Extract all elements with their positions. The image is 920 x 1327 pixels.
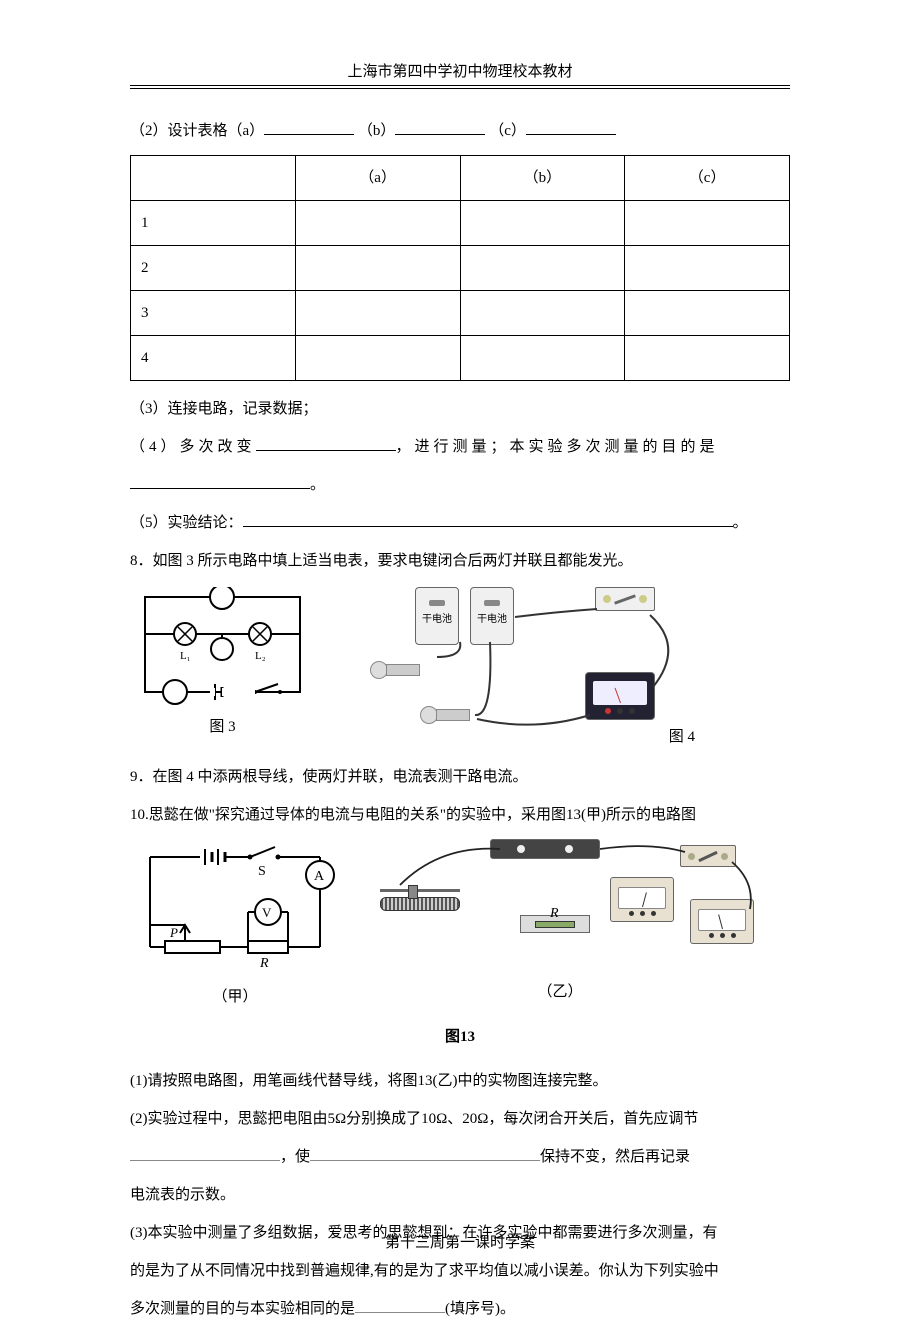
q4-end: 。 — [310, 477, 325, 493]
blank-b — [395, 121, 485, 135]
q10-line: 10.思懿在做"探究通过导体的电流与电阻的关系"的实验中，采用图13(甲)所示的… — [130, 797, 790, 833]
a-label: A — [314, 869, 325, 884]
col-a: （a） — [295, 156, 460, 201]
col-b: （b） — [460, 156, 625, 201]
row-4: 4 — [131, 336, 296, 381]
jia-sub: （甲） — [212, 979, 257, 1015]
row-3: 3 — [131, 291, 296, 336]
q10-1: (1)请按照电路图，用笔画线代替导线，将图13(乙)中的实物图连接完整。 — [130, 1063, 790, 1099]
q4-line1: （4）多次改变 ，进行测量；本实验多次测量的目的是 — [130, 429, 790, 465]
q3-line: （3）连接电路，记录数据； — [130, 391, 790, 427]
fig13-caption: 图13 — [130, 1019, 790, 1055]
q9-line: 9．在图 4 中添两根导线，使两灯并联，电流表测干路电流。 — [130, 759, 790, 795]
q10-3b: (填序号)。 — [445, 1301, 515, 1317]
p-label: P — [169, 925, 178, 940]
fig13-row: S A P R V （ — [130, 837, 790, 1015]
yi-r-label: R — [550, 897, 559, 931]
q2-prefix: （2）设计表格（a） — [130, 123, 264, 139]
q10-3a: 多次测量的目的与本实验相同的是 — [130, 1301, 355, 1317]
fig3-box: L₁ L₂ — [130, 587, 315, 745]
blank-c — [526, 121, 616, 135]
q10-3-line3: 多次测量的目的与本实验相同的是 (填序号)。 — [130, 1291, 790, 1327]
q10-2-line1: (2)实验过程中，思懿把电阻由5Ω分别换成了10Ω、20Ω，每次闭合开关后，首先… — [130, 1101, 790, 1137]
battery-2-label: 干电池 — [477, 608, 507, 632]
q10-2-line2: ，使 保持不变，然后再记录 — [130, 1139, 790, 1175]
q10-2-end: 保持不变，然后再记录 — [540, 1149, 690, 1165]
blank-q4-2 — [130, 475, 310, 489]
s-label: S — [258, 864, 266, 879]
page-footer: 第十三周第一课时学案 — [0, 1231, 920, 1252]
fig4-box: 干电池 干电池 — [355, 587, 705, 755]
q4-a: （4）多次改变 — [130, 439, 256, 455]
q4-line2: 。 — [130, 467, 790, 503]
q10-2-mid: ，使 — [280, 1149, 310, 1165]
design-table: （a） （b） （c） 1 2 3 4 — [130, 155, 790, 381]
q2-b: （b） — [358, 123, 396, 139]
battery-1-label: 干电池 — [422, 608, 452, 632]
q2-line: （2）设计表格（a） （b） （c） — [130, 113, 790, 149]
yi-sub: （乙） — [537, 974, 582, 1010]
fig-yi-box: R — [360, 837, 760, 1010]
r-label: R — [259, 956, 269, 971]
blank-q5 — [243, 513, 733, 527]
col-c: （c） — [625, 156, 790, 201]
circuit-yi: R — [360, 837, 760, 972]
row-1: 1 — [131, 201, 296, 246]
blank-keep — [310, 1147, 540, 1161]
fig-jia-box: S A P R V （ — [130, 837, 340, 1015]
q10-3-line2: 的是为了从不同情况中找到普遍规律,有的是为了求平均值以减小误差。你认为下列实验中 — [130, 1253, 790, 1289]
q8-line: 8．如图 3 所示电路中填上适当电表，要求电键闭合后两灯并联且都能发光。 — [130, 543, 790, 579]
header-rule-2 — [130, 88, 790, 89]
q4-b: ，进行测量；本实验多次测量的目的是 — [396, 439, 719, 455]
v-label: V — [262, 905, 272, 920]
svg-text:L₁: L₁ — [180, 650, 191, 662]
q5-line: （5）实验结论： 。 — [130, 505, 790, 541]
circuit-fig3: L₁ L₂ — [130, 587, 315, 707]
blank-index — [355, 1299, 445, 1313]
blank-a — [264, 121, 354, 135]
svg-text:L₂: L₂ — [255, 650, 266, 662]
row-2: 2 — [131, 246, 296, 291]
circuit-jia: S A P R V — [130, 837, 340, 977]
blank-q4-1 — [256, 437, 396, 451]
q10-2-line3: 电流表的示数。 — [130, 1177, 790, 1213]
q5-prefix: （5）实验结论： — [130, 515, 243, 531]
fig3-caption: 图 3 — [209, 709, 235, 745]
q2-c: （c） — [489, 123, 526, 139]
figure-row-34: L₁ L₂ — [130, 587, 790, 755]
header-rule-1 — [130, 85, 790, 86]
q5-end: 。 — [733, 515, 748, 531]
blank-adjust — [130, 1147, 280, 1161]
circuit-fig4: 干电池 干电池 — [355, 587, 705, 737]
content-area: （2）设计表格（a） （b） （c） （a） （b） （c） 1 2 3 4 （… — [130, 113, 790, 1327]
page-header: 上海市第四中学初中物理校本教材 — [130, 60, 790, 81]
